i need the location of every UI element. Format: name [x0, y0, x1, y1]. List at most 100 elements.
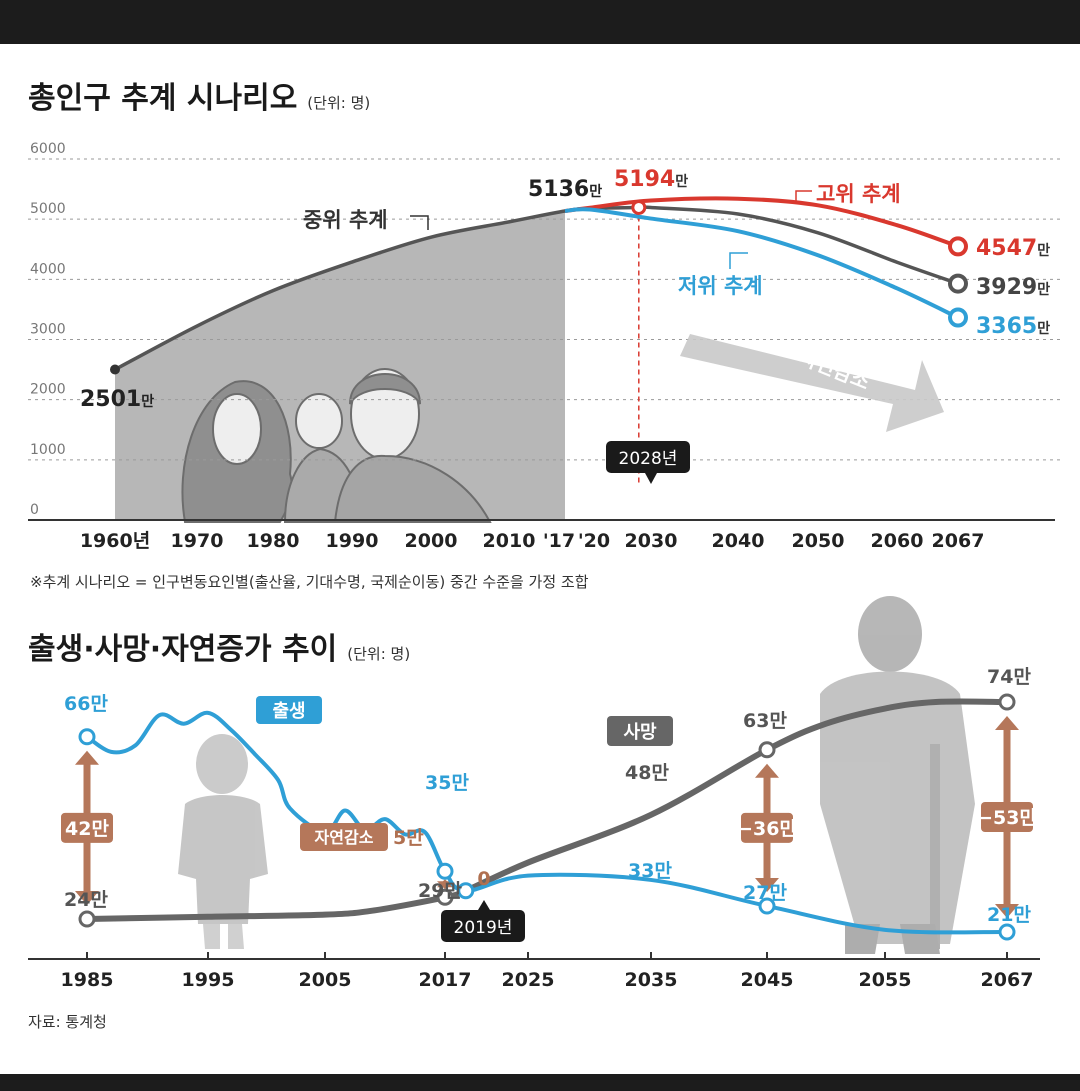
label-gap-2017: 5만 [393, 827, 424, 849]
x-tick-4: 2000 [405, 530, 458, 552]
infographic: 총인구 추계 시나리오 (단위: 명) 0 1000 2000 3000 4000 5000… [0, 44, 1080, 1074]
x-tick-2: 1980 [247, 530, 300, 552]
gap-2067-badge [981, 802, 1033, 832]
girl-head [196, 734, 248, 794]
birth-legend-text: 출생 [272, 701, 305, 722]
label-3929: 3929만 [976, 275, 1050, 300]
gap-1985-label: 42만 [65, 818, 109, 840]
y-tick-1000: 1000 [30, 442, 66, 458]
gap-2045-arrow: −36만 [737, 763, 797, 892]
population-chart: 총인구 추계 시나리오 (단위: 명) 0 1000 2000 3000 4000 5000… [28, 81, 1060, 591]
gap-2067-arrow: −53만 [977, 716, 1037, 918]
chart-canvas: 총인구 추계 시나리오 (단위: 명) 0 1000 2000 3000 4000 5000… [28, 81, 1060, 1031]
chart1-unit: (단위: 명) [307, 94, 370, 112]
label-5136-num: 5136 [528, 177, 589, 202]
death-line [84, 698, 1010, 922]
chart1-title-text: 총인구 추계 시나리오 [28, 81, 297, 116]
y-tick-5000: 5000 [30, 201, 66, 217]
callout-2019-box [441, 910, 525, 942]
mid-series-leader [410, 215, 429, 230]
marker-mid-2067 [948, 273, 968, 294]
child-head [295, 393, 343, 449]
chart2-unit: (단위: 명) [347, 645, 410, 663]
chart1-footnote: ※추계 시나리오 = 인구변동요인별(출산율, 기대수명, 국제순이동) 중간 … [30, 573, 589, 591]
gap-2067-label: −53만 [977, 807, 1037, 829]
y-tick-3000: 3000 [30, 322, 66, 338]
marker-death-2045 [758, 741, 776, 759]
birth-legend-badge: 출생 [256, 696, 322, 724]
elderly-body [820, 671, 975, 944]
label-3365: 3365만 [976, 314, 1050, 339]
marker-2028 [631, 199, 647, 215]
label-death-2035: 48만 [625, 762, 669, 784]
marker-birth-2045 [758, 897, 776, 915]
x-tick-0: 1960년 [80, 530, 150, 552]
callout-2019-text: 2019년 [454, 918, 513, 938]
low-series-leader [729, 252, 748, 269]
label-birth-2045: 27만 [743, 882, 787, 904]
label-death-1985: 24만 [64, 889, 108, 911]
x-tick-9: 2040 [712, 530, 765, 552]
label-2501: 2501만 [80, 387, 154, 412]
x-tick-6: '17 [543, 530, 575, 552]
label-2501-unit: 만 [141, 394, 154, 410]
chart1-title: 총인구 추계 시나리오 (단위: 명) [28, 81, 370, 116]
label-3929-num: 3929 [976, 275, 1037, 300]
x2-tick-8: 2067 [981, 969, 1034, 991]
callout-2028-box [606, 441, 690, 473]
label-3929-unit: 만 [1037, 282, 1050, 298]
label-5194-num: 5194 [614, 167, 675, 192]
marker-death-2067 [998, 693, 1016, 711]
label-birth-2017: 35만 [425, 772, 469, 794]
chart2-title: 출생·사망·자연증가 추이 (단위: 명) [28, 632, 410, 667]
frame-bottom-bar [0, 1074, 1080, 1091]
x-tick-7: '20 [578, 530, 610, 552]
label-death-2045: 63만 [743, 710, 787, 732]
label-5136-unit: 만 [589, 184, 602, 200]
x-tick-11: 2060 [871, 530, 924, 552]
label-birth-2067: 21만 [987, 904, 1031, 926]
high-series-label: 고위 추계 [795, 182, 901, 206]
y-tick-0: 0 [30, 502, 39, 518]
marker-low-2067 [948, 307, 968, 328]
elderly-illustration [820, 596, 975, 954]
low-series-name: 저위 추계 [678, 274, 763, 298]
natural-decrease-badge: 자연감소 5만 [300, 823, 424, 851]
gap-arrows: 42만 −36만 −53만 [61, 716, 1037, 918]
x2-tick-2: 2005 [299, 969, 352, 991]
gap-2067-head-up [995, 716, 1019, 730]
y-tick-2000: 2000 [30, 382, 66, 398]
gap-2045-label: −36만 [737, 818, 797, 840]
gap-1985-arrow: 42만 [61, 750, 113, 905]
callout-2028-pointer [645, 473, 657, 484]
family-illustration [181, 368, 492, 523]
chart2-title-text: 출생·사망·자연증가 추이 [28, 632, 337, 667]
gap-2017-head-down [437, 881, 453, 890]
chart1-x-ticks: 1960년 1970 1980 1990 2000 2010 '17'20 2030 2040 2… [80, 530, 985, 552]
man-hair [349, 373, 421, 405]
marker-1960 [110, 364, 120, 375]
man-body [333, 454, 492, 523]
x2-tick-1: 1995 [182, 969, 235, 991]
label-5136: 5136만 [528, 177, 602, 202]
x2-tick-4: 2025 [502, 969, 555, 991]
chart1-y-ticks: 0 1000 2000 3000 4000 5000 6000 [30, 141, 66, 518]
high-series-name: 고위 추계 [816, 182, 901, 206]
label-birth-1985: 66만 [64, 693, 108, 715]
label-3365-num: 3365 [976, 314, 1037, 339]
callout-2028-text: 2028년 [619, 449, 678, 469]
label-death-2067: 74만 [987, 666, 1031, 688]
woman-face [212, 393, 262, 465]
marker-birth-1985 [78, 728, 96, 746]
gap-2045-badge [741, 812, 793, 843]
x2-tick-7: 2055 [859, 969, 912, 991]
birth-legend-box [256, 696, 322, 724]
x2-tick-0: 1985 [61, 969, 114, 991]
x-tick-5: 2010 [483, 530, 536, 552]
girl-body [178, 795, 268, 924]
gap-2045-head-down [755, 877, 779, 892]
death-legend-badge: 사망 [607, 716, 673, 746]
girl-legs [203, 924, 244, 949]
callout-2019-pointer [478, 900, 490, 910]
elderly-cane [930, 744, 940, 949]
